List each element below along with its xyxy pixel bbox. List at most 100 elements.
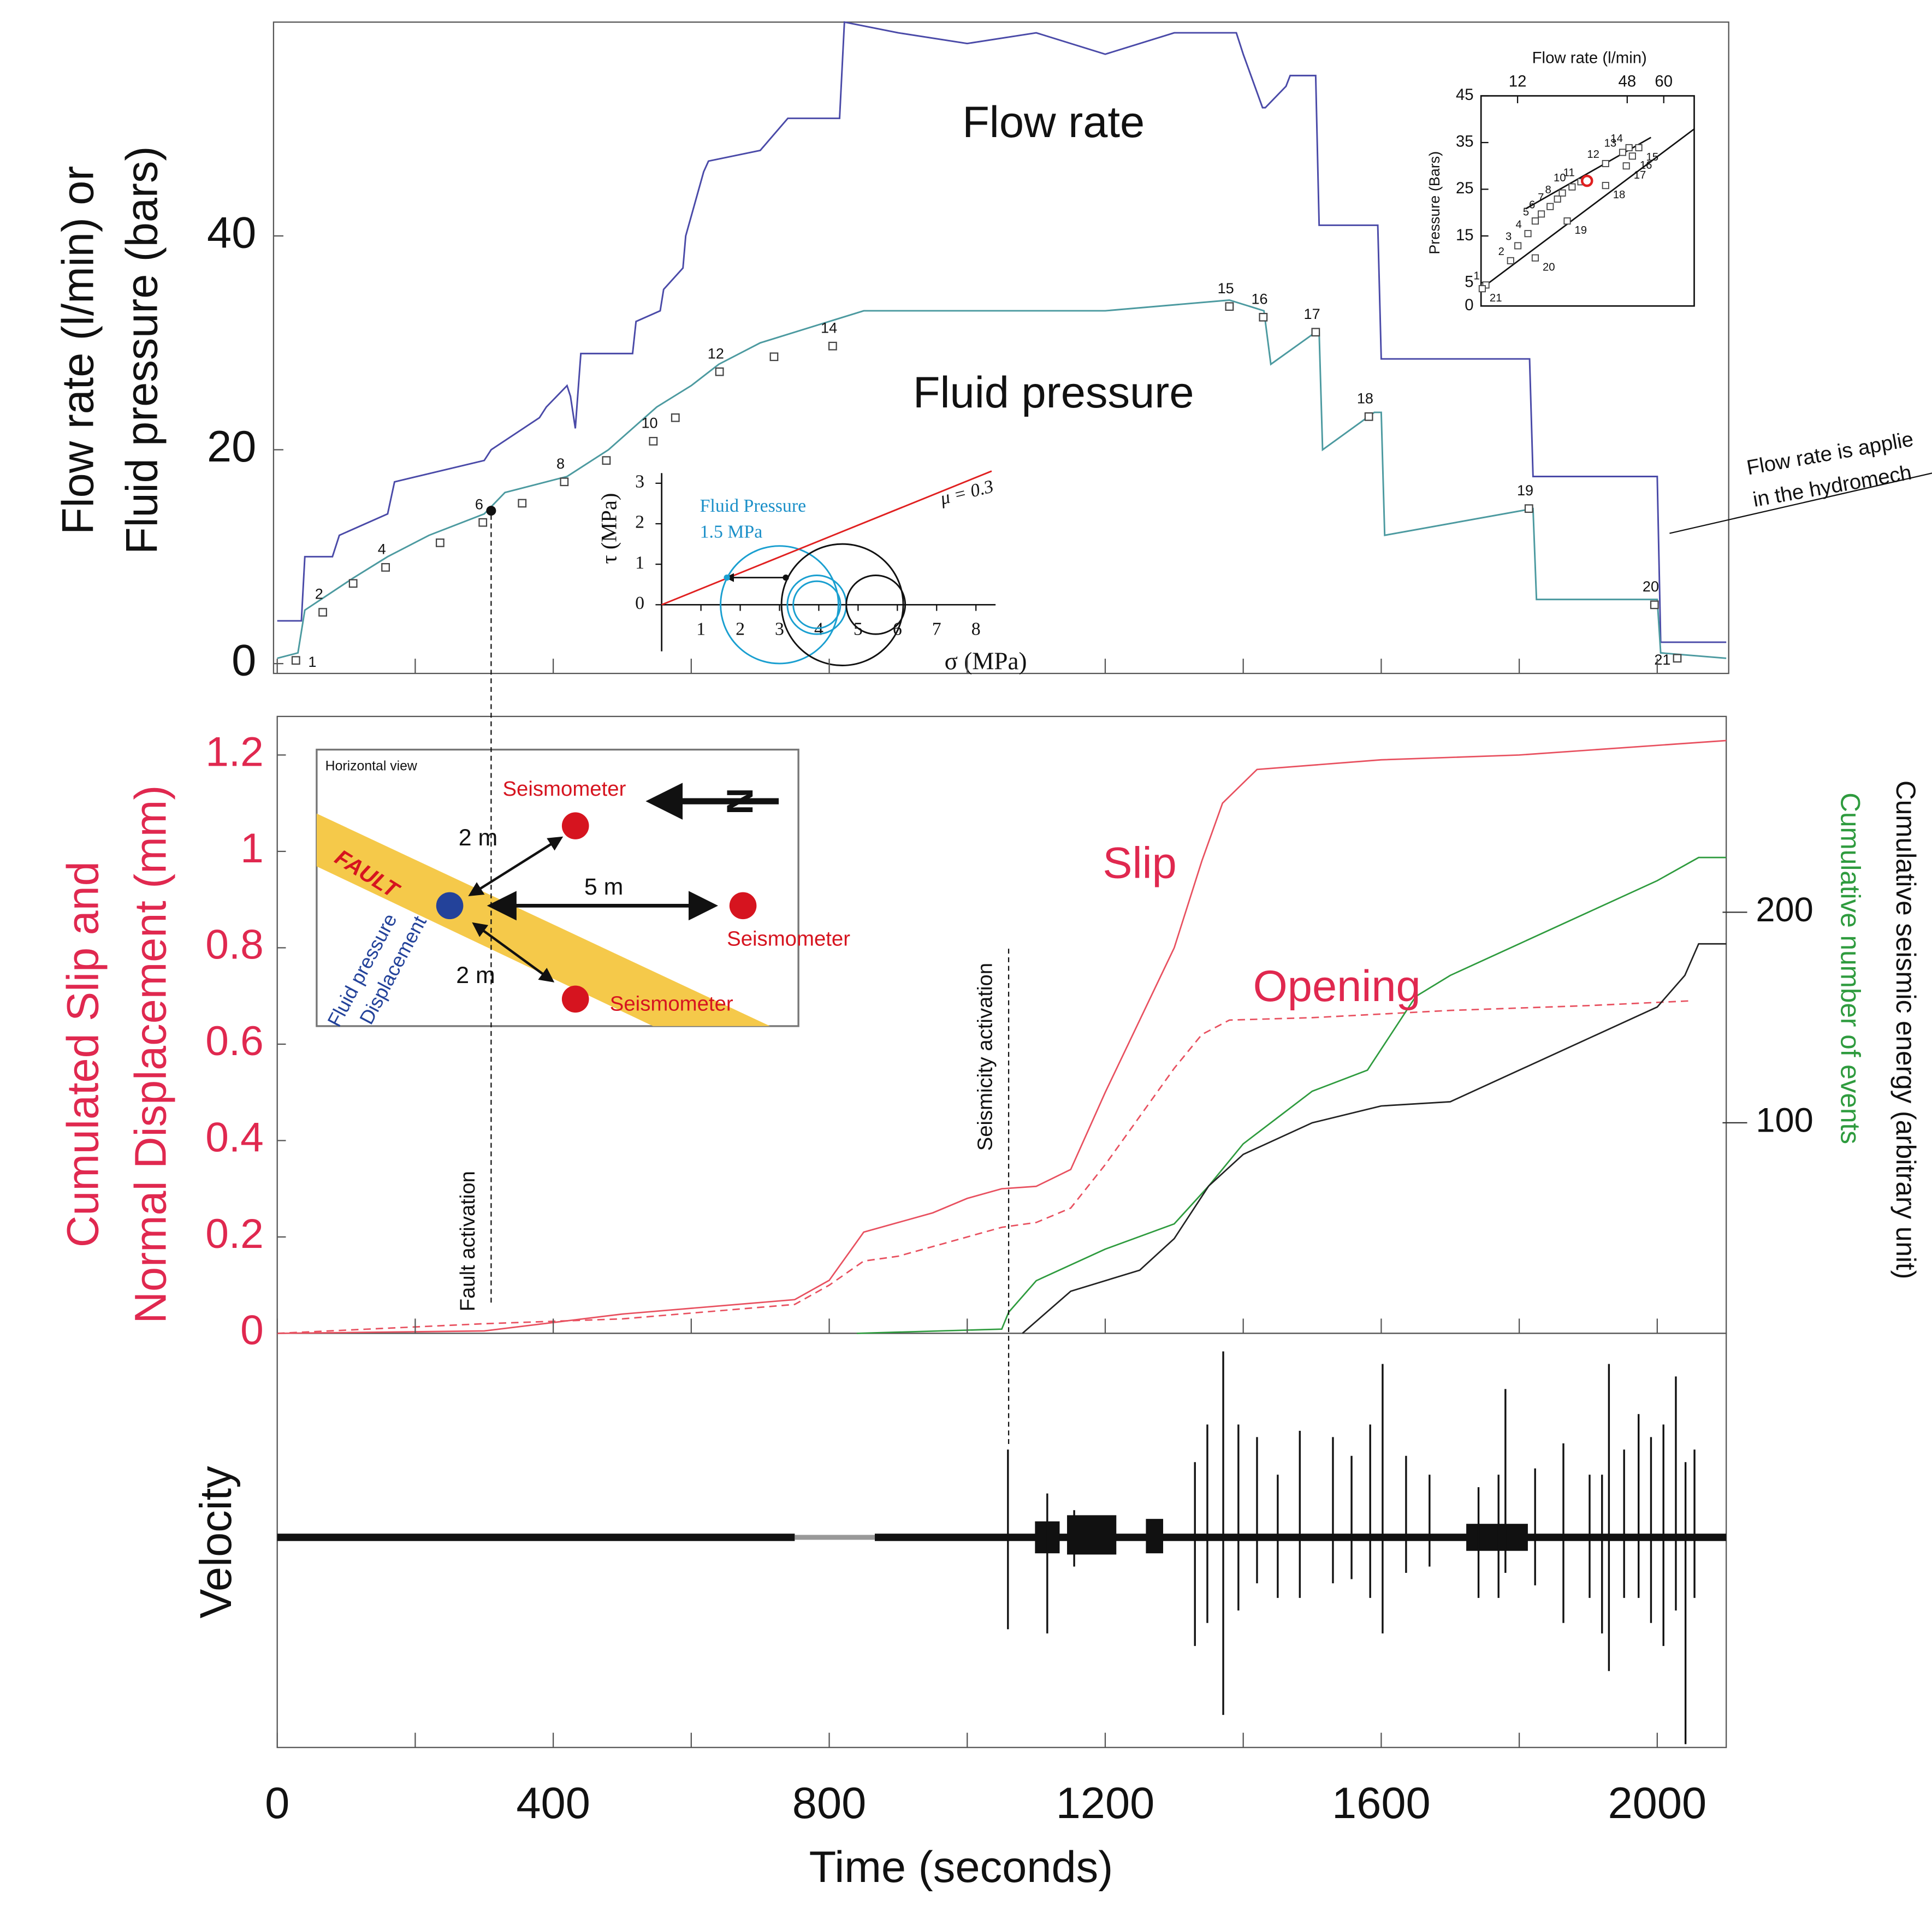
inset-frame bbox=[1480, 95, 1695, 307]
distance-arrow bbox=[472, 922, 555, 982]
point-label: 7 bbox=[1538, 192, 1544, 204]
marker bbox=[769, 352, 779, 362]
noise-gap bbox=[795, 1535, 875, 1540]
point-label: 21 bbox=[1490, 292, 1502, 304]
marker bbox=[478, 518, 488, 527]
y-tick-label: 5 bbox=[1465, 273, 1473, 291]
marker bbox=[381, 563, 390, 572]
x-tick-label: 4 bbox=[814, 619, 823, 639]
x-tick-label: 1 bbox=[696, 619, 706, 639]
scatter-point bbox=[1602, 159, 1609, 168]
point-label: 12 bbox=[1587, 149, 1599, 161]
x-tick-label: 1600 bbox=[1332, 1779, 1431, 1828]
point-label: 11 bbox=[1563, 167, 1575, 179]
point-label: 17 bbox=[1634, 169, 1646, 181]
shift-point bbox=[783, 575, 789, 581]
y2-tick-label: 200 bbox=[1756, 891, 1813, 929]
x-tick-label: 8 bbox=[971, 619, 981, 639]
seismometer-dot bbox=[561, 985, 589, 1013]
mohr-circle bbox=[720, 545, 839, 665]
y-tick-label: 3 bbox=[635, 472, 644, 492]
marker-label: 18 bbox=[1357, 390, 1373, 407]
noise-burst bbox=[1146, 1519, 1164, 1554]
y-tick-label: 0 bbox=[240, 1307, 264, 1354]
point-label: 8 bbox=[1545, 184, 1551, 196]
distance-label: 5 m bbox=[584, 874, 623, 900]
marker bbox=[1225, 302, 1234, 311]
x-tick-label: 12 bbox=[1509, 73, 1527, 91]
seismometer-label: Seismometer bbox=[502, 777, 626, 801]
marker-label: 16 bbox=[1252, 291, 1268, 307]
x-axis-label: Flow rate (l/min) bbox=[1532, 49, 1647, 67]
point-label: 19 bbox=[1575, 224, 1587, 236]
marker bbox=[518, 499, 527, 508]
y-tick-label: 35 bbox=[1456, 133, 1474, 151]
marker-label: 15 bbox=[1218, 280, 1234, 297]
marker-label: 1 bbox=[308, 654, 316, 670]
series-label: Cumulative number of events bbox=[1835, 792, 1865, 1144]
shift-point bbox=[724, 575, 730, 581]
annotation: 1.5 MPa bbox=[700, 522, 763, 542]
scatter-point bbox=[1478, 285, 1486, 293]
annotation-leader bbox=[1669, 472, 1932, 534]
line-series bbox=[277, 21, 1727, 643]
series-label: Fluid pressure bbox=[913, 368, 1194, 417]
north-label: N bbox=[719, 788, 760, 815]
marker bbox=[291, 656, 300, 665]
line-series bbox=[857, 856, 1727, 1334]
scatter-point bbox=[1546, 203, 1554, 210]
marker bbox=[1524, 504, 1533, 513]
scatter-point bbox=[1628, 152, 1636, 160]
mohr-circle bbox=[845, 575, 906, 635]
x-tick-label: 0 bbox=[265, 1779, 289, 1828]
marker bbox=[1311, 328, 1320, 337]
y-tick-label: 0 bbox=[1465, 296, 1473, 314]
marker-label: 17 bbox=[1304, 306, 1320, 322]
x-tick-label: 400 bbox=[516, 1779, 590, 1828]
marker bbox=[1673, 654, 1682, 663]
seismometer-label: Seismometer bbox=[727, 927, 850, 951]
scatter-point bbox=[1625, 144, 1633, 151]
seismometer-dot bbox=[729, 892, 757, 920]
point-label: 16 bbox=[1640, 159, 1652, 171]
y-tick-label: 40 bbox=[207, 209, 256, 258]
x-tick-label: 2 bbox=[736, 619, 745, 639]
x-tick-label: 2000 bbox=[1608, 1779, 1706, 1828]
marker bbox=[671, 413, 680, 422]
x-axis-label: Time (seconds) bbox=[809, 1843, 1113, 1892]
point-label: 10 bbox=[1554, 172, 1566, 184]
y-tick-label: 25 bbox=[1456, 179, 1474, 197]
point-label: 14 bbox=[1610, 133, 1623, 145]
marker bbox=[1259, 312, 1268, 322]
noise-band bbox=[277, 1534, 795, 1541]
scatter-point bbox=[1531, 254, 1539, 262]
scatter-point bbox=[1538, 210, 1545, 218]
line-series bbox=[277, 299, 1727, 659]
marker-label: 20 bbox=[1643, 578, 1659, 595]
x-tick-label: 48 bbox=[1619, 73, 1637, 91]
series-label: Cumulative seismic energy (arbitrary uni… bbox=[1890, 780, 1921, 1279]
y-axis-label: Normal Displacement (mm) bbox=[126, 785, 175, 1324]
x-tick-label: 3 bbox=[775, 619, 784, 639]
x-tick-label: 7 bbox=[932, 619, 941, 639]
scatter-point bbox=[1531, 217, 1539, 225]
point-label: 20 bbox=[1543, 262, 1555, 274]
scatter-point bbox=[1514, 242, 1522, 250]
marker bbox=[1364, 412, 1373, 421]
distance-arrow bbox=[468, 836, 564, 896]
y-tick-label: 0 bbox=[232, 636, 256, 685]
scatter-point bbox=[1622, 162, 1630, 170]
scatter-point bbox=[1507, 257, 1514, 264]
marker bbox=[318, 608, 327, 617]
y-axis-label: Cumulated Slip and bbox=[58, 861, 108, 1247]
marker-label: 8 bbox=[556, 455, 565, 472]
y-axis-label: τ (MPa) bbox=[596, 493, 621, 564]
y-tick-label: 1 bbox=[240, 825, 264, 872]
line-series bbox=[277, 739, 1727, 1334]
annotation: Seismicity activation bbox=[974, 963, 997, 1151]
seismometer-label: Seismometer bbox=[610, 992, 733, 1016]
friction-line bbox=[661, 470, 992, 606]
point-label: 3 bbox=[1506, 231, 1512, 243]
injection-point bbox=[436, 892, 464, 920]
y-tick-label: 15 bbox=[1456, 226, 1474, 244]
